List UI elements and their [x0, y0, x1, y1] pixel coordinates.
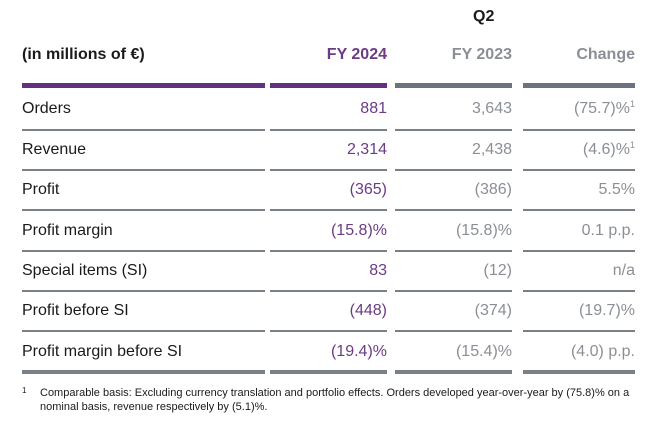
- row-divider: [395, 330, 512, 332]
- table-bottom-rule: [270, 370, 387, 374]
- change-text: (4.6)%: [582, 141, 630, 158]
- table-row: Revenue 2,314 2,438 (4.6)%1: [0, 130, 659, 170]
- value-change: (4.0) p.p.: [570, 343, 635, 360]
- row-divider: [270, 169, 387, 171]
- footnote-marker: 1: [22, 386, 27, 395]
- row-divider: [270, 290, 387, 292]
- row-label: Special items (SI): [22, 262, 148, 279]
- row-divider: [22, 169, 265, 171]
- change-text: (75.7)%: [573, 100, 630, 117]
- value-fy2024: 881: [360, 100, 387, 117]
- table-row: Profit margin before SI (19.4)% (15.4)% …: [0, 332, 659, 372]
- table-row: Profit (365) (386) 5.5%: [0, 170, 659, 210]
- footnote-ref: 1: [629, 140, 635, 150]
- row-divider: [395, 209, 512, 211]
- row-divider: [523, 250, 635, 252]
- value-fy2024: (19.4)%: [330, 343, 387, 360]
- footnote-ref: 1: [629, 99, 635, 109]
- value-fy2023: 2,438: [471, 141, 512, 158]
- row-divider: [22, 290, 265, 292]
- value-fy2023: 3,643: [471, 100, 512, 117]
- period-heading: Q2: [473, 8, 495, 25]
- row-divider: [395, 129, 512, 131]
- value-fy2024: (15.8)%: [330, 222, 387, 239]
- value-fy2023: (15.8)%: [455, 222, 512, 239]
- col-header-change: Change: [576, 46, 635, 63]
- row-divider: [395, 250, 512, 252]
- units-header: (in millions of €): [22, 46, 145, 63]
- value-change: (4.6)%1: [523, 130, 635, 170]
- value-change: 0.1 p.p.: [581, 222, 635, 239]
- value-fy2023: (374): [474, 302, 512, 319]
- row-divider: [523, 169, 635, 171]
- footnote-text: Comparable basis: Excluding currency tra…: [40, 387, 630, 413]
- row-label: Profit: [22, 181, 60, 198]
- row-divider: [395, 169, 512, 171]
- row-label: Profit margin before SI: [22, 343, 183, 360]
- row-divider: [523, 330, 635, 332]
- value-change: (75.7)%1: [523, 89, 635, 129]
- row-divider: [523, 209, 635, 211]
- table-bottom-rule: [22, 370, 265, 374]
- value-fy2023: (15.4)%: [455, 343, 512, 360]
- row-divider: [270, 129, 387, 131]
- header-rule-label: [22, 83, 265, 88]
- row-label: Profit margin: [22, 222, 113, 239]
- value-change: 5.5%: [598, 181, 635, 198]
- row-divider: [270, 250, 387, 252]
- row-divider: [270, 330, 387, 332]
- row-divider: [270, 209, 387, 211]
- col-header-fy2024: FY 2024: [326, 46, 387, 63]
- row-label: Profit before SI: [22, 302, 129, 319]
- value-fy2024: (448): [349, 302, 387, 319]
- header-rule-fy2023: [395, 83, 512, 88]
- value-change: (19.7)%: [578, 302, 635, 319]
- row-label: Revenue: [22, 141, 87, 158]
- table-bottom-rule: [523, 370, 635, 374]
- value-fy2023: (386): [474, 181, 512, 198]
- value-fy2023: (12): [483, 262, 512, 279]
- value-change: n/a: [612, 262, 635, 279]
- header-rule-fy2024: [270, 83, 387, 88]
- table-row: Profit margin (15.8)% (15.8)% 0.1 p.p.: [0, 211, 659, 251]
- row-divider: [22, 209, 265, 211]
- row-divider: [395, 290, 512, 292]
- header-rule-change: [523, 83, 635, 88]
- table-row: Special items (SI) 83 (12) n/a: [0, 251, 659, 291]
- value-fy2024: (365): [349, 181, 387, 198]
- table-row: Orders 881 3,643 (75.7)%1: [0, 89, 659, 129]
- table-bottom-rule: [395, 370, 512, 374]
- value-fy2024: 2,314: [346, 141, 387, 158]
- row-label: Orders: [22, 100, 71, 117]
- row-divider: [22, 250, 265, 252]
- row-divider: [22, 330, 265, 332]
- value-fy2024: 83: [369, 262, 387, 279]
- row-divider: [523, 290, 635, 292]
- row-divider: [523, 129, 635, 131]
- table-row: Profit before SI (448) (374) (19.7)%: [0, 291, 659, 331]
- col-header-fy2023: FY 2023: [451, 46, 512, 63]
- row-divider: [22, 129, 265, 131]
